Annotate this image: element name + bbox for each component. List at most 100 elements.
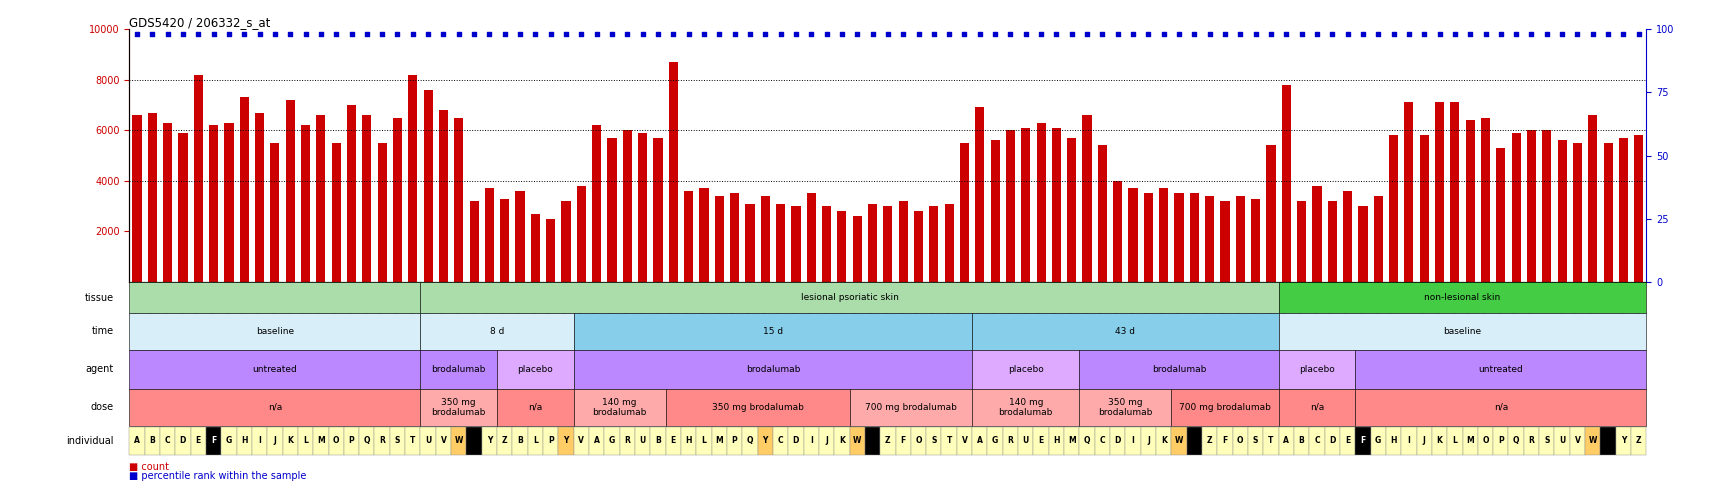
Point [215, 30, 243, 38]
Bar [436, 427, 451, 455]
Bar [424, 90, 432, 282]
Bar [743, 427, 756, 455]
Text: lesional psoriatic skin: lesional psoriatic skin [799, 293, 898, 302]
Bar [1110, 427, 1125, 455]
Bar [1278, 427, 1294, 455]
Text: Y: Y [563, 437, 569, 445]
Bar [377, 143, 386, 282]
Bar [1129, 188, 1137, 282]
Text: E: E [195, 437, 202, 445]
Point [1440, 30, 1468, 38]
Text: 140 mg
brodalumab: 140 mg brodalumab [998, 398, 1053, 417]
Text: brodalumab: brodalumab [746, 365, 799, 374]
Bar [1235, 196, 1244, 282]
Text: P: P [731, 437, 737, 445]
Point [1180, 30, 1208, 38]
Point [1594, 30, 1621, 38]
Bar [1204, 196, 1213, 282]
Text: S: S [930, 437, 936, 445]
Bar [665, 427, 681, 455]
Bar [439, 110, 448, 282]
Text: K: K [288, 437, 293, 445]
Point [689, 30, 717, 38]
Text: C: C [1313, 437, 1320, 445]
Point [1118, 30, 1146, 38]
Text: ■ count: ■ count [129, 462, 169, 472]
Point [1456, 30, 1484, 38]
Text: I: I [1130, 437, 1134, 445]
Bar [1556, 141, 1566, 282]
Bar [1358, 206, 1366, 282]
Text: B: B [655, 437, 660, 445]
Point [184, 30, 212, 38]
Point [1378, 30, 1406, 38]
Text: M: M [1466, 437, 1473, 445]
Text: 140 mg
brodalumab: 140 mg brodalumab [593, 398, 646, 417]
Bar [960, 143, 968, 282]
Text: R: R [1528, 437, 1533, 445]
Text: E: E [670, 437, 675, 445]
Bar [1571, 143, 1582, 282]
Bar [1005, 130, 1015, 282]
Bar [481, 427, 496, 455]
Bar [975, 107, 984, 282]
Bar [791, 206, 799, 282]
Text: Q: Q [364, 437, 370, 445]
Point [1211, 30, 1239, 38]
Point [720, 30, 748, 38]
Text: J: J [1421, 437, 1425, 445]
Text: B: B [1297, 437, 1304, 445]
Point [307, 30, 334, 38]
Bar [577, 186, 586, 282]
Bar [867, 204, 877, 282]
Text: M: M [1067, 437, 1075, 445]
Point [812, 30, 839, 38]
Point [949, 30, 977, 38]
Text: Q: Q [746, 437, 753, 445]
Bar [236, 427, 252, 455]
Text: H: H [686, 437, 691, 445]
Bar [972, 389, 1079, 426]
Bar [894, 427, 910, 455]
Text: untreated: untreated [252, 365, 296, 374]
Bar [1327, 201, 1335, 282]
Bar [806, 194, 815, 282]
Point [353, 30, 381, 38]
Point [736, 30, 763, 38]
Point [1349, 30, 1377, 38]
Bar [1113, 181, 1122, 282]
Point [1609, 30, 1637, 38]
Bar [727, 427, 743, 455]
Bar [1446, 427, 1461, 455]
Bar [729, 194, 739, 282]
Bar [1477, 427, 1492, 455]
Bar [129, 427, 145, 455]
Bar [1173, 194, 1184, 282]
Bar [451, 427, 467, 455]
Point [1149, 30, 1177, 38]
Text: O: O [915, 437, 922, 445]
Bar [543, 427, 558, 455]
Bar [787, 427, 803, 455]
Bar [696, 427, 712, 455]
Bar [1142, 194, 1153, 282]
Bar [1185, 427, 1201, 455]
Text: O: O [333, 437, 339, 445]
Text: placebo: placebo [1299, 365, 1334, 374]
Text: K: K [1435, 437, 1442, 445]
Text: H: H [1053, 437, 1060, 445]
Bar [1098, 145, 1106, 282]
Text: U: U [639, 437, 646, 445]
Point [384, 30, 412, 38]
Text: Z: Z [501, 437, 507, 445]
Text: 350 mg
brodalumab: 350 mg brodalumab [1098, 398, 1153, 417]
Bar [1308, 427, 1323, 455]
Bar [1480, 117, 1489, 282]
Text: V: V [1573, 437, 1580, 445]
Bar [1094, 427, 1110, 455]
Text: T: T [946, 437, 951, 445]
Point [567, 30, 594, 38]
Bar [1263, 427, 1278, 455]
Bar [910, 427, 925, 455]
Bar [1296, 201, 1306, 282]
